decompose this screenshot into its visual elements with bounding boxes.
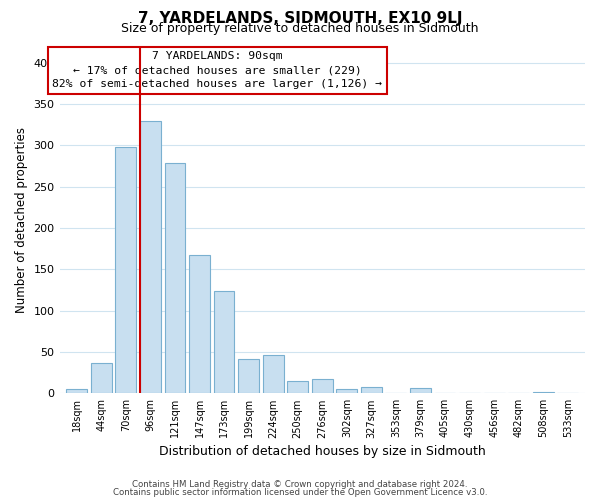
- Text: Size of property relative to detached houses in Sidmouth: Size of property relative to detached ho…: [121, 22, 479, 35]
- Bar: [312, 380, 333, 394]
- Bar: [164, 162, 185, 394]
- Bar: [238, 360, 259, 394]
- Bar: [91, 362, 112, 394]
- Text: 7, YARDELANDS, SIDMOUTH, EX10 9LJ: 7, YARDELANDS, SIDMOUTH, EX10 9LJ: [138, 11, 462, 26]
- Bar: [337, 389, 357, 394]
- Text: Contains public sector information licensed under the Open Government Licence v3: Contains public sector information licen…: [113, 488, 487, 497]
- X-axis label: Distribution of detached houses by size in Sidmouth: Distribution of detached houses by size …: [159, 444, 485, 458]
- Bar: [66, 389, 87, 394]
- Bar: [533, 392, 554, 394]
- Text: 7 YARDELANDS: 90sqm
← 17% of detached houses are smaller (229)
82% of semi-detac: 7 YARDELANDS: 90sqm ← 17% of detached ho…: [52, 51, 382, 89]
- Bar: [115, 147, 136, 394]
- Bar: [214, 291, 235, 394]
- Bar: [140, 122, 161, 394]
- Bar: [361, 386, 382, 394]
- Bar: [189, 255, 210, 394]
- Text: Contains HM Land Registry data © Crown copyright and database right 2024.: Contains HM Land Registry data © Crown c…: [132, 480, 468, 489]
- Bar: [263, 356, 284, 394]
- Bar: [410, 388, 431, 394]
- Y-axis label: Number of detached properties: Number of detached properties: [15, 126, 28, 312]
- Bar: [287, 381, 308, 394]
